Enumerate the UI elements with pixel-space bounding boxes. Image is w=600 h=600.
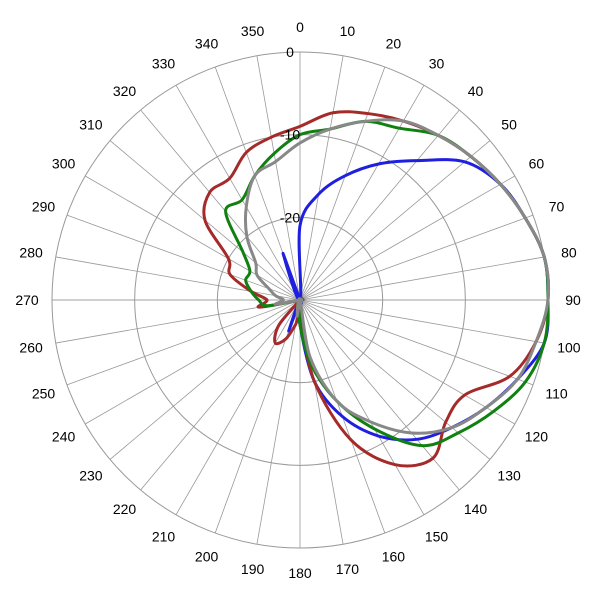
- angle-tick-label: 350: [241, 23, 265, 39]
- grid-spoke-290: [66, 214, 301, 301]
- grid-spoke-250: [66, 299, 301, 386]
- angle-tick-label: 300: [52, 156, 76, 172]
- grid-spoke-70: [299, 214, 534, 301]
- grid-spoke-10: [299, 55, 344, 301]
- angle-tick-label: 70: [549, 199, 565, 215]
- angle-tick-label: 180: [288, 565, 312, 581]
- grid-spoke-190: [256, 299, 301, 545]
- angle-tick-label: 50: [501, 117, 517, 133]
- grid-spoke-280: [55, 256, 301, 301]
- angle-tick-label: 80: [561, 245, 577, 261]
- angle-tick-label: 200: [195, 549, 219, 565]
- grid-spoke-50: [299, 140, 491, 301]
- angle-tick-label: 40: [468, 83, 484, 99]
- grid-spoke-120: [299, 299, 515, 425]
- grid-spoke-320: [140, 109, 301, 301]
- angle-tick-label: 170: [336, 561, 360, 577]
- series-layer: [202, 110, 551, 468]
- angle-tick-label: 110: [545, 385, 568, 401]
- grid-spoke-230: [109, 299, 301, 460]
- label-layer: 0 10 20 30 40 50 60 70 80 90 100 110 120 130 140 150 160…: [15, 19, 581, 581]
- angle-tick-label: 290: [32, 199, 56, 215]
- angle-tick-label: 270: [15, 292, 39, 308]
- angle-tick-label: 100: [557, 339, 581, 355]
- grid-spoke-220: [140, 299, 301, 491]
- angle-tick-label: 230: [79, 468, 103, 484]
- angle-tick-label: 120: [525, 429, 549, 445]
- grid-spoke-60: [299, 175, 515, 301]
- radial-tick-label: -10: [280, 127, 300, 143]
- radial-tick-label: -20: [280, 209, 300, 225]
- angle-tick-label: 190: [241, 561, 265, 577]
- angle-tick-label: 20: [386, 36, 402, 52]
- grid-spoke-110: [299, 299, 534, 386]
- angle-tick-label: 220: [113, 501, 137, 517]
- grid-spoke-100: [299, 299, 545, 344]
- grid-spoke-300: [85, 175, 301, 301]
- angle-tick-label: 130: [497, 468, 521, 484]
- angle-tick-label: 150: [425, 528, 449, 544]
- grid-spoke-240: [85, 299, 301, 425]
- angle-tick-label: 160: [382, 549, 406, 565]
- angle-tick-label: 90: [565, 292, 581, 308]
- angle-tick-label: 240: [52, 429, 76, 445]
- series-line-3: [243, 118, 551, 435]
- angle-tick-label: 310: [79, 117, 103, 133]
- radial-tick-label: 0: [286, 44, 294, 60]
- grid-spoke-330: [175, 85, 301, 301]
- angle-tick-label: 210: [152, 528, 176, 544]
- angle-tick-label: 0: [296, 19, 304, 35]
- grid-spoke-350: [256, 55, 301, 301]
- grid-spoke-40: [299, 109, 460, 301]
- grid-spoke-150: [299, 299, 425, 515]
- angle-tick-label: 320: [113, 83, 137, 99]
- angle-tick-label: 10: [340, 23, 356, 39]
- angle-tick-label: 260: [19, 339, 43, 355]
- angle-tick-label: 250: [32, 385, 56, 401]
- angle-tick-label: 330: [152, 56, 176, 72]
- angle-tick-label: 30: [429, 56, 445, 72]
- angle-tick-label: 340: [195, 36, 219, 52]
- angle-tick-label: 140: [464, 501, 488, 517]
- angle-tick-label: 60: [529, 156, 545, 172]
- grid-spoke-20: [299, 66, 386, 301]
- grid-spoke-80: [299, 256, 545, 301]
- angle-tick-label: 280: [19, 245, 43, 261]
- grid-spoke-210: [175, 299, 301, 515]
